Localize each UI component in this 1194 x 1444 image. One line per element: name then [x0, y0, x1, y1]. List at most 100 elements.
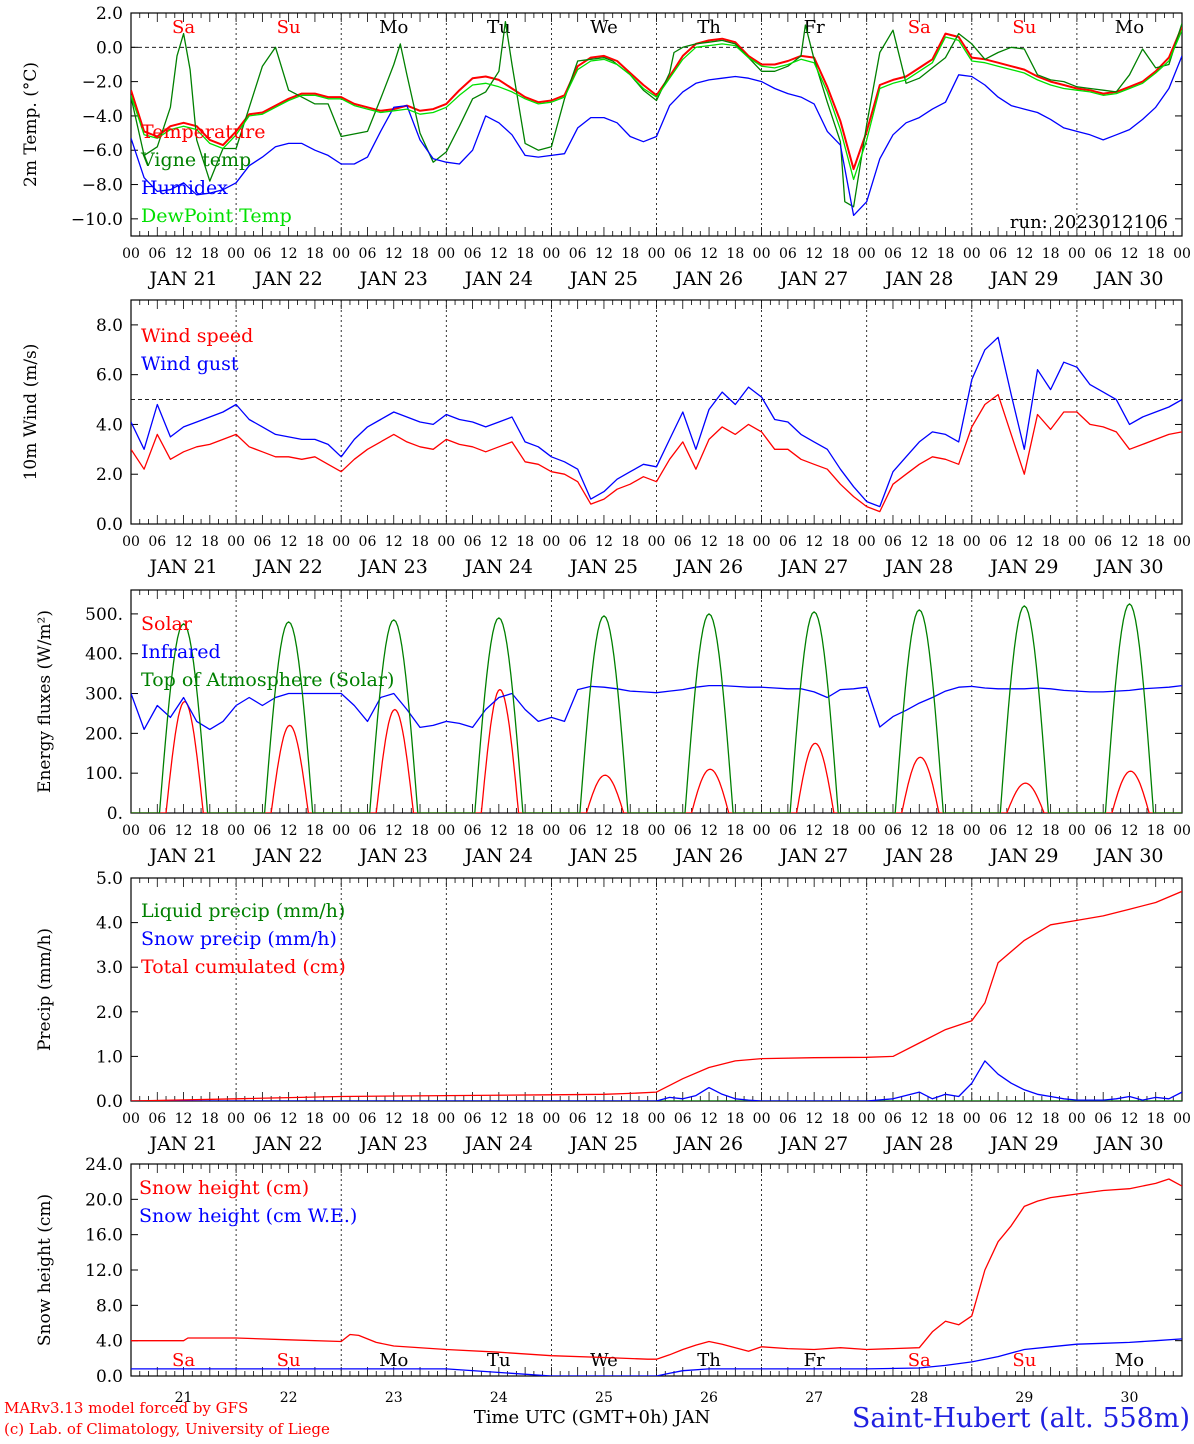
x-hour-label: 18: [621, 534, 639, 550]
x-hour-label: 12: [1015, 823, 1033, 839]
x-day-label: JAN 30: [1093, 556, 1163, 578]
x-hour-label: 12: [175, 246, 193, 262]
legend-entry: Snow height (cm W.E.): [139, 1205, 357, 1227]
legend-entry: Vigne temp: [140, 149, 251, 171]
x-hour-label: 00: [437, 534, 455, 550]
x-day-label: JAN 21: [147, 556, 217, 578]
x-hour-label: 06: [359, 534, 377, 550]
x-hour-label: 06: [1094, 534, 1112, 550]
series-group: [131, 603, 1182, 813]
x-hour-label: 06: [989, 534, 1007, 550]
legend-entry: Top of Atmosphere (Solar): [141, 669, 394, 691]
legend-entry: Wind speed: [141, 325, 253, 347]
x-hour-label: 00: [1173, 534, 1191, 550]
x-hour-label: 06: [253, 246, 271, 262]
x-hour-label: 12: [700, 1111, 718, 1127]
x-hour-label: 12: [1015, 534, 1033, 550]
weekday-label: Th: [697, 1350, 721, 1371]
x-day-label: JAN 29: [988, 845, 1058, 867]
x-day-number: 22: [280, 1390, 298, 1406]
x-hour-label: 00: [858, 246, 876, 262]
x-hour-label: 06: [464, 534, 482, 550]
x-hour-label: 18: [1042, 1111, 1060, 1127]
legend-entry: Liquid precip (mm/h): [141, 900, 345, 922]
x-hour-label: 00: [122, 246, 140, 262]
weekday-label: Mo: [1115, 1350, 1144, 1371]
model-credit: MARv3.13 model forced by GFS: [4, 1399, 248, 1417]
x-hour-label: 06: [779, 1111, 797, 1127]
x-hour-label: 12: [595, 246, 613, 262]
series-line-wind-speed: [131, 393, 1182, 513]
x-hour-label: 18: [411, 534, 429, 550]
x-day-number: 28: [910, 1390, 928, 1406]
x-day-label: JAN 30: [1093, 1133, 1163, 1155]
x-hour-label: 00: [858, 1111, 876, 1127]
x-hour-label: 12: [280, 823, 298, 839]
x-hour-label: 00: [542, 823, 560, 839]
legend-entry: Wind gust: [141, 353, 239, 375]
x-hour-label: 18: [306, 246, 324, 262]
x-hour-label: 12: [490, 1111, 508, 1127]
series-line-total-cumulated-cm-: [131, 890, 1182, 1101]
x-day-label: JAN 23: [358, 845, 428, 867]
x-hour-label: 06: [569, 1111, 587, 1127]
station-title: Saint-Hubert (alt. 558m): [852, 1403, 1190, 1434]
series-line-dewpoint-temp: [131, 29, 1182, 181]
x-hour-label: 18: [937, 246, 955, 262]
x-hour-label: 12: [595, 823, 613, 839]
y-tick-label: 100.: [85, 764, 123, 784]
series-line-wind-gust: [131, 336, 1182, 508]
x-day-label: JAN 27: [778, 268, 848, 290]
x-hour-label: 00: [437, 246, 455, 262]
x-day-number: 23: [385, 1390, 403, 1406]
series-group: [131, 890, 1182, 1101]
x-hour-label: 06: [674, 1111, 692, 1127]
y-tick-label: 0.0: [96, 1367, 123, 1387]
x-day-label: JAN 28: [883, 845, 953, 867]
x-hour-label: 06: [779, 823, 797, 839]
x-hour-label: 18: [516, 1111, 534, 1127]
x-hour-label: 18: [201, 534, 219, 550]
x-day-label: JAN 30: [1093, 268, 1163, 290]
x-hour-label: 18: [411, 823, 429, 839]
series-line-temperature: [131, 26, 1182, 171]
x-hour-label: 12: [595, 534, 613, 550]
x-hour-label: 00: [122, 823, 140, 839]
x-day-label: JAN 22: [253, 845, 323, 867]
x-day-label: JAN 21: [147, 845, 217, 867]
x-hour-label: 12: [175, 823, 193, 839]
weekday-label: Sa: [908, 17, 931, 38]
weekday-label: Su: [1012, 1350, 1036, 1371]
y-tick-label: 16.0: [85, 1226, 123, 1246]
x-hour-label: 12: [700, 534, 718, 550]
legend-entry: Infrared: [141, 641, 221, 663]
x-day-label: JAN 22: [253, 556, 323, 578]
legend-entry: Temperature: [141, 121, 265, 143]
x-hour-label: 12: [1121, 1111, 1139, 1127]
x-hour-label: 12: [910, 1111, 928, 1127]
x-hour-label: 06: [1094, 1111, 1112, 1127]
x-day-label: JAN 27: [778, 845, 848, 867]
panel-5: 24.0 20.0 16.0 12.0 8.0 4.0 0.0 Snow height (cm…: [35, 1155, 1183, 1406]
x-hour-label: 12: [280, 1111, 298, 1127]
x-hour-label: 06: [674, 823, 692, 839]
y-tick-label: 5.0: [96, 869, 123, 889]
x-day-label: JAN 23: [358, 268, 428, 290]
x-day-label: JAN 28: [883, 1133, 953, 1155]
x-day-label: JAN 25: [568, 556, 638, 578]
y-tick-label: 400.: [85, 645, 123, 665]
series-line-humidex: [131, 55, 1182, 217]
x-hour-label: 00: [122, 534, 140, 550]
x-hour-label: 12: [280, 246, 298, 262]
x-hour-label: 18: [411, 1111, 429, 1127]
x-hour-label: 12: [385, 534, 403, 550]
x-hour-label: 00: [542, 1111, 560, 1127]
x-hour-label: 12: [805, 534, 823, 550]
weekday-label: Su: [277, 17, 301, 38]
x-hour-label: 12: [1121, 246, 1139, 262]
y-tick-label: 24.0: [85, 1155, 123, 1175]
x-hour-label: 06: [1094, 246, 1112, 262]
x-hour-label: 06: [989, 1111, 1007, 1127]
x-hour-label: 18: [306, 1111, 324, 1127]
